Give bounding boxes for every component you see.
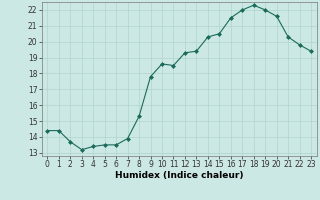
- X-axis label: Humidex (Indice chaleur): Humidex (Indice chaleur): [115, 171, 244, 180]
